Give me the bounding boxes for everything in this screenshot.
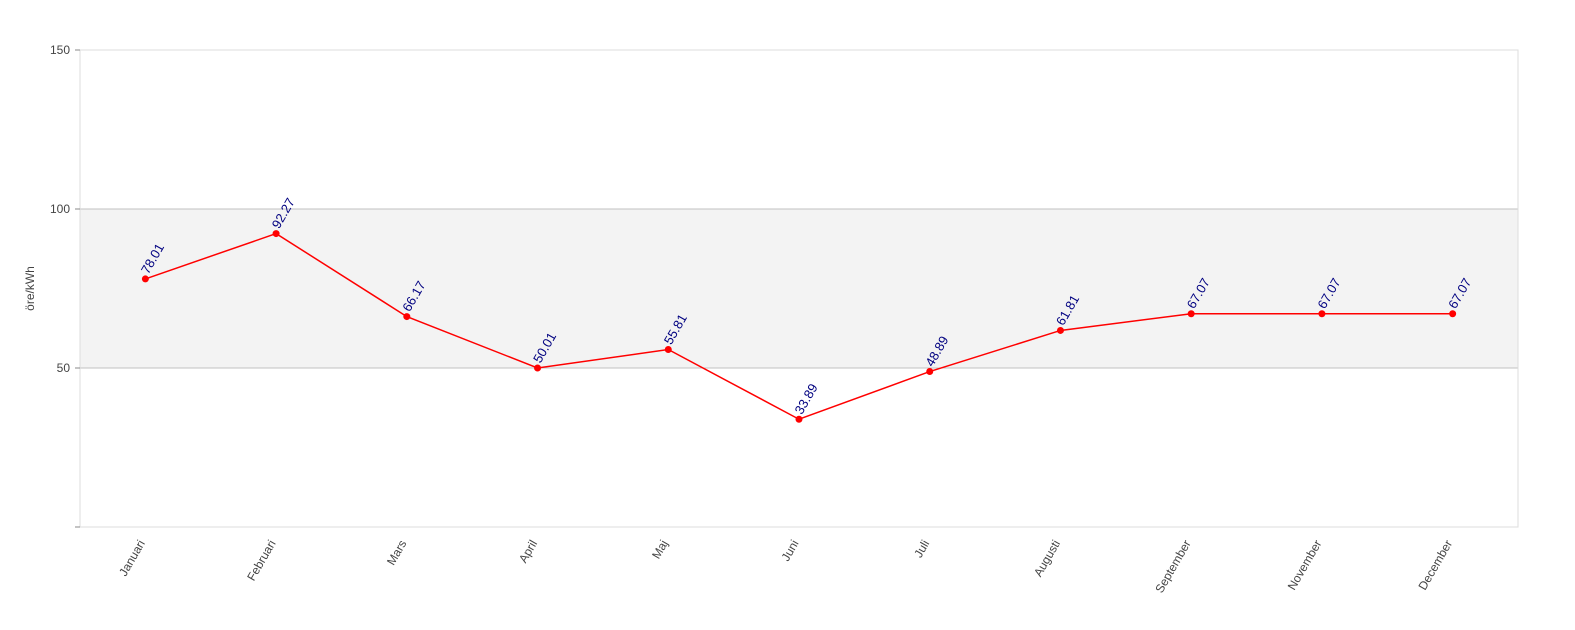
x-tick-label: Februari	[244, 538, 278, 584]
data-point[interactable]	[664, 346, 672, 354]
x-tick-label: Mars	[384, 538, 409, 568]
data-label: 33.89	[791, 381, 820, 417]
data-point[interactable]	[272, 230, 280, 238]
y-axis: 50 100 150	[50, 43, 80, 528]
x-tick-label: Juli	[911, 538, 932, 561]
plot-band	[80, 209, 1518, 368]
x-tick-label: April	[516, 538, 540, 566]
x-tick-label: September	[1152, 538, 1193, 596]
x-tick-label: Juni	[778, 538, 801, 564]
x-axis: Januari Februari Mars April Maj Juni Juli Augus…	[116, 538, 1455, 596]
y-axis-title: öre/kWh	[23, 266, 37, 311]
x-tick-label: Maj	[649, 538, 671, 562]
data-point[interactable]	[1056, 326, 1064, 334]
grid-lines	[80, 208, 1518, 369]
data-point[interactable]	[403, 313, 411, 321]
x-tick-label: November	[1285, 538, 1325, 593]
data-point[interactable]	[795, 415, 803, 423]
x-tick-label: December	[1415, 538, 1455, 593]
x-tick-label: Januari	[116, 538, 148, 579]
y-tick-label: 150	[50, 43, 70, 57]
data-point[interactable]	[1318, 310, 1326, 318]
data-point[interactable]	[926, 368, 934, 376]
series-layer	[141, 230, 1457, 423]
x-tick-label: Augusti	[1031, 538, 1063, 580]
data-point[interactable]	[1449, 310, 1457, 318]
data-point[interactable]	[534, 364, 542, 372]
data-point[interactable]	[1187, 310, 1195, 318]
y-tick-label: 50	[57, 361, 71, 375]
plot-frame	[79, 49, 1519, 528]
data-point[interactable]	[141, 275, 149, 283]
y-tick-label: 100	[50, 202, 70, 216]
